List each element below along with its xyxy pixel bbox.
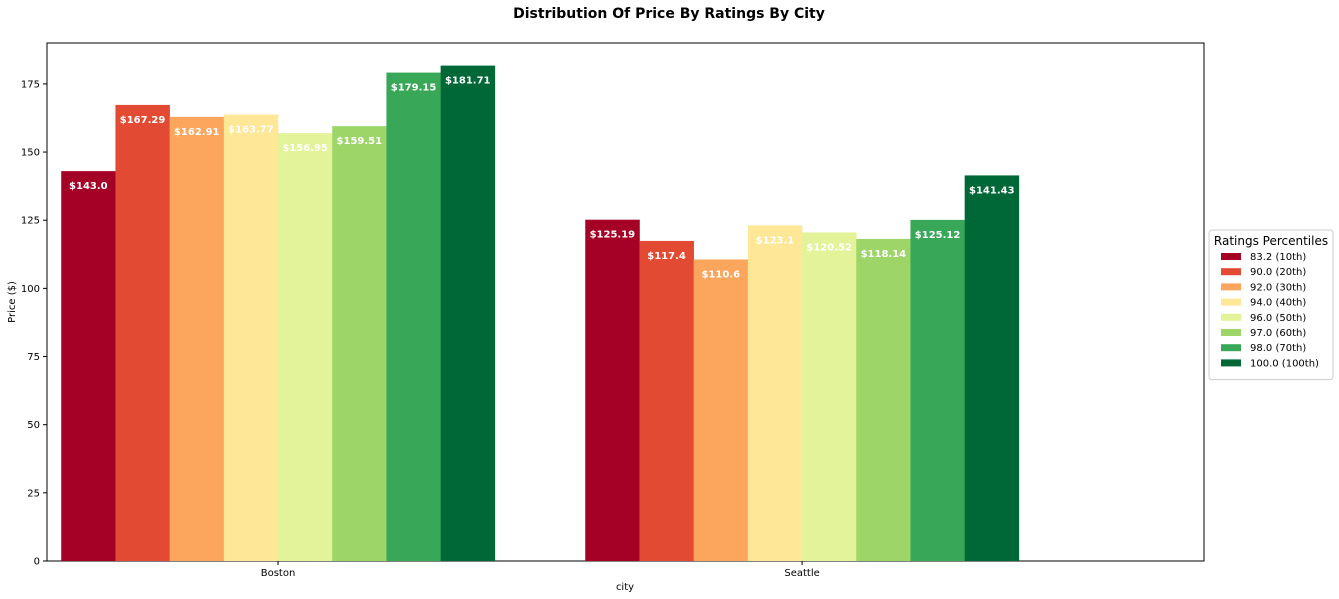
bar <box>856 238 911 561</box>
y-tick-label: 125 <box>21 216 40 227</box>
data-label: $156.95 <box>282 143 328 154</box>
bar <box>332 126 387 561</box>
legend-swatch <box>1221 268 1241 276</box>
plot-area: 0 25 50 75 100 125 150 175 $143.0 $167.29 $162.91 $… <box>21 42 1205 579</box>
bar <box>964 175 1020 561</box>
legend-entry: 83.2 (10th) <box>1250 252 1306 263</box>
data-label: $117.4 <box>647 251 686 262</box>
bar <box>223 114 279 561</box>
legend-swatch <box>1221 298 1241 306</box>
legend-swatch <box>1221 283 1241 291</box>
y-tick-label: 50 <box>27 420 40 431</box>
bar <box>61 171 116 561</box>
legend-box <box>1208 229 1334 381</box>
x-tick-label: Seattle <box>784 568 819 579</box>
data-label: $141.43 <box>969 185 1015 196</box>
legend-swatch <box>1221 344 1241 352</box>
x-tick-label: Boston <box>261 568 296 579</box>
data-label: $162.91 <box>174 127 220 138</box>
bar <box>169 116 225 561</box>
chart-title: Distribution Of Price By Ratings By City <box>513 6 825 22</box>
bar <box>802 232 857 561</box>
data-label: $179.15 <box>391 83 437 94</box>
bar <box>747 225 803 561</box>
bar <box>386 72 441 561</box>
bar <box>910 219 965 561</box>
data-label: $163.77 <box>228 125 274 136</box>
y-tick-label: 0 <box>34 557 40 568</box>
legend: Ratings Percentiles 83.2 (10th) 90.0 (20th… <box>1208 229 1334 381</box>
y-tick-label: 150 <box>21 148 40 159</box>
y-tick-label: 175 <box>21 79 40 90</box>
data-label: $110.6 <box>701 269 740 280</box>
legend-entry: 90.0 (20th) <box>1250 267 1306 278</box>
x-axis-label: city <box>616 582 634 593</box>
legend-title: Ratings Percentiles <box>1214 234 1328 248</box>
data-label: $125.12 <box>915 230 961 241</box>
data-label: $143.0 <box>69 181 108 192</box>
y-axis-label: Price ($) <box>7 281 18 323</box>
legend-entry: 98.0 (70th) <box>1250 343 1306 354</box>
bar <box>693 259 749 561</box>
data-label: $120.52 <box>806 242 852 253</box>
legend-swatch <box>1221 313 1241 321</box>
data-label: $181.71 <box>445 76 491 87</box>
bar <box>639 240 694 561</box>
data-label: $118.14 <box>861 249 907 260</box>
y-tick-label: 100 <box>21 284 40 295</box>
bar <box>278 133 333 561</box>
y-tick-label: 75 <box>27 352 40 363</box>
bar <box>115 104 170 561</box>
legend-swatch <box>1221 329 1241 336</box>
legend-swatch <box>1221 359 1241 367</box>
data-label: $123.1 <box>756 235 795 246</box>
bar <box>440 65 496 561</box>
y-tick-label: 25 <box>27 488 40 499</box>
data-label: $125.19 <box>590 230 636 241</box>
data-label: $159.51 <box>337 136 383 147</box>
legend-swatch <box>1221 253 1241 260</box>
data-label: $167.29 <box>120 115 166 126</box>
legend-entry: 97.0 (60th) <box>1250 328 1306 339</box>
legend-entry: 94.0 (40th) <box>1250 298 1306 309</box>
legend-entry: 96.0 (50th) <box>1250 313 1306 324</box>
bar <box>585 219 640 562</box>
legend-entry: 92.0 (30th) <box>1250 282 1306 293</box>
legend-entry: 100.0 (100th) <box>1250 358 1319 369</box>
